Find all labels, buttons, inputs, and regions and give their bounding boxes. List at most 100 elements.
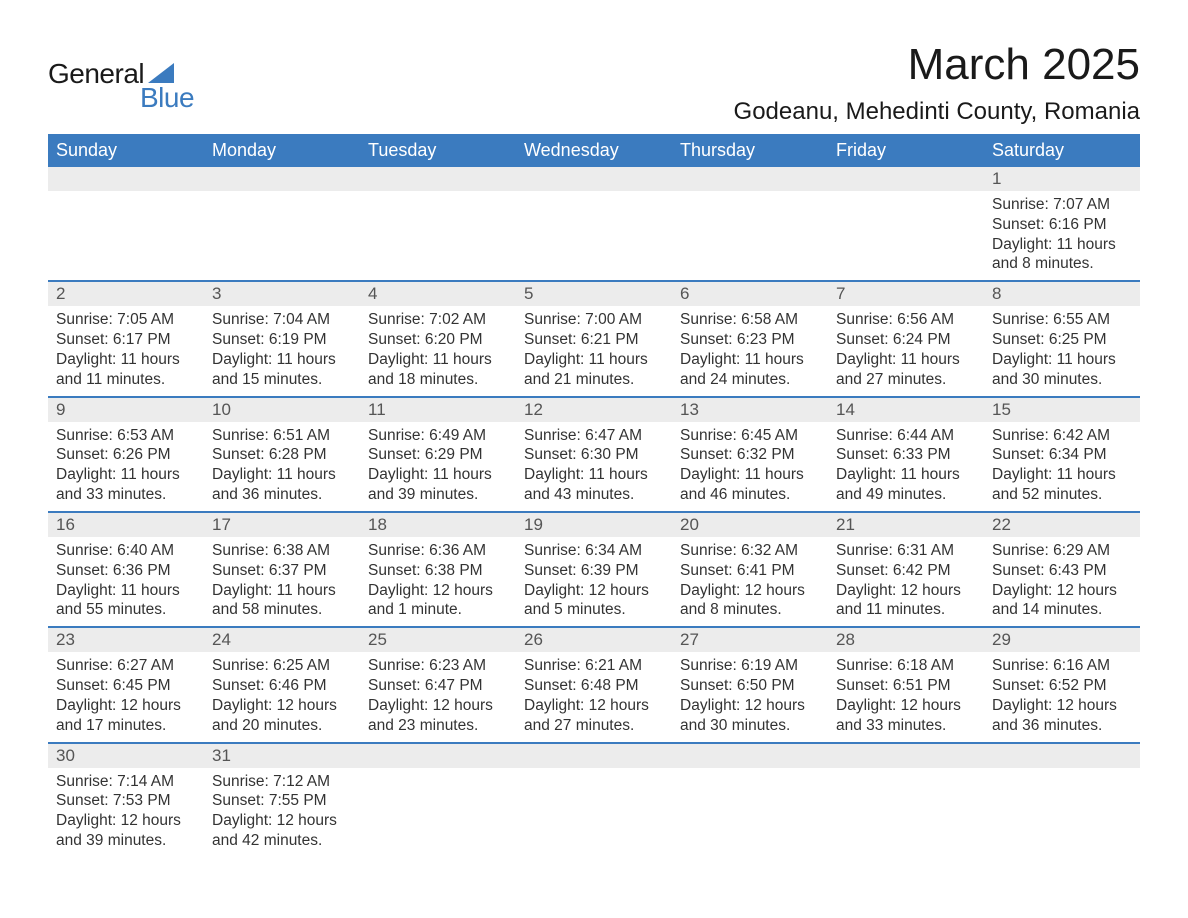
day-details: Sunrise: 7:12 AMSunset: 7:55 PMDaylight:… — [204, 768, 360, 857]
calendar-day-cell: 8Sunrise: 6:55 AMSunset: 6:25 PMDaylight… — [984, 281, 1140, 396]
day-details: Sunrise: 6:31 AMSunset: 6:42 PMDaylight:… — [828, 537, 984, 626]
day-number: 27 — [672, 628, 828, 652]
calendar-day-cell: 13Sunrise: 6:45 AMSunset: 6:32 PMDayligh… — [672, 397, 828, 512]
day-details: Sunrise: 7:04 AMSunset: 6:19 PMDaylight:… — [204, 306, 360, 395]
calendar-header-cell: Monday — [204, 134, 360, 167]
day-number — [828, 744, 984, 768]
day-number: 14 — [828, 398, 984, 422]
calendar-day-cell: 14Sunrise: 6:44 AMSunset: 6:33 PMDayligh… — [828, 397, 984, 512]
day-details — [672, 768, 828, 838]
calendar-day-cell: 1Sunrise: 7:07 AMSunset: 6:16 PMDaylight… — [984, 167, 1140, 281]
day-details: Sunrise: 6:56 AMSunset: 6:24 PMDaylight:… — [828, 306, 984, 395]
calendar-day-cell: 18Sunrise: 6:36 AMSunset: 6:38 PMDayligh… — [360, 512, 516, 627]
day-number — [204, 167, 360, 191]
day-details: Sunrise: 6:44 AMSunset: 6:33 PMDaylight:… — [828, 422, 984, 511]
day-details: Sunrise: 7:07 AMSunset: 6:16 PMDaylight:… — [984, 191, 1140, 280]
day-details: Sunrise: 6:51 AMSunset: 6:28 PMDaylight:… — [204, 422, 360, 511]
calendar-week-row: 9Sunrise: 6:53 AMSunset: 6:26 PMDaylight… — [48, 397, 1140, 512]
day-details — [984, 768, 1140, 838]
day-details: Sunrise: 6:49 AMSunset: 6:29 PMDaylight:… — [360, 422, 516, 511]
day-number: 22 — [984, 513, 1140, 537]
calendar-day-cell: 3Sunrise: 7:04 AMSunset: 6:19 PMDaylight… — [204, 281, 360, 396]
day-details: Sunrise: 7:02 AMSunset: 6:20 PMDaylight:… — [360, 306, 516, 395]
day-details: Sunrise: 6:34 AMSunset: 6:39 PMDaylight:… — [516, 537, 672, 626]
calendar-day-cell: 31Sunrise: 7:12 AMSunset: 7:55 PMDayligh… — [204, 743, 360, 857]
calendar-header-cell: Saturday — [984, 134, 1140, 167]
day-number: 26 — [516, 628, 672, 652]
day-number: 28 — [828, 628, 984, 652]
day-details: Sunrise: 6:32 AMSunset: 6:41 PMDaylight:… — [672, 537, 828, 626]
day-number: 5 — [516, 282, 672, 306]
calendar-day-cell: 7Sunrise: 6:56 AMSunset: 6:24 PMDaylight… — [828, 281, 984, 396]
logo-text-top: General — [48, 58, 144, 90]
day-details: Sunrise: 6:58 AMSunset: 6:23 PMDaylight:… — [672, 306, 828, 395]
calendar-day-cell: 24Sunrise: 6:25 AMSunset: 6:46 PMDayligh… — [204, 627, 360, 742]
calendar-week-row: 23Sunrise: 6:27 AMSunset: 6:45 PMDayligh… — [48, 627, 1140, 742]
day-number: 16 — [48, 513, 204, 537]
header: General Blue March 2025 Godeanu, Mehedin… — [48, 40, 1140, 126]
day-details — [828, 768, 984, 838]
calendar-day-cell: 16Sunrise: 6:40 AMSunset: 6:36 PMDayligh… — [48, 512, 204, 627]
day-number: 9 — [48, 398, 204, 422]
day-number: 11 — [360, 398, 516, 422]
day-details: Sunrise: 6:25 AMSunset: 6:46 PMDaylight:… — [204, 652, 360, 741]
logo-text-bottom: Blue — [140, 82, 194, 114]
calendar-header-row: SundayMondayTuesdayWednesdayThursdayFrid… — [48, 134, 1140, 167]
day-number — [828, 167, 984, 191]
day-details: Sunrise: 6:40 AMSunset: 6:36 PMDaylight:… — [48, 537, 204, 626]
day-details: Sunrise: 6:19 AMSunset: 6:50 PMDaylight:… — [672, 652, 828, 741]
calendar-day-cell: 9Sunrise: 6:53 AMSunset: 6:26 PMDaylight… — [48, 397, 204, 512]
day-number: 3 — [204, 282, 360, 306]
day-details — [204, 191, 360, 261]
calendar-day-cell — [360, 167, 516, 281]
calendar-day-cell — [204, 167, 360, 281]
calendar-day-cell: 29Sunrise: 6:16 AMSunset: 6:52 PMDayligh… — [984, 627, 1140, 742]
calendar-day-cell: 20Sunrise: 6:32 AMSunset: 6:41 PMDayligh… — [672, 512, 828, 627]
day-details: Sunrise: 6:53 AMSunset: 6:26 PMDaylight:… — [48, 422, 204, 511]
calendar-day-cell — [516, 167, 672, 281]
calendar-day-cell: 4Sunrise: 7:02 AMSunset: 6:20 PMDaylight… — [360, 281, 516, 396]
calendar-day-cell: 19Sunrise: 6:34 AMSunset: 6:39 PMDayligh… — [516, 512, 672, 627]
day-number: 21 — [828, 513, 984, 537]
calendar-header-cell: Tuesday — [360, 134, 516, 167]
day-details: Sunrise: 6:27 AMSunset: 6:45 PMDaylight:… — [48, 652, 204, 741]
calendar-day-cell — [984, 743, 1140, 857]
calendar-table: SundayMondayTuesdayWednesdayThursdayFrid… — [48, 134, 1140, 857]
calendar-day-cell: 26Sunrise: 6:21 AMSunset: 6:48 PMDayligh… — [516, 627, 672, 742]
day-details — [828, 191, 984, 261]
month-title: March 2025 — [734, 40, 1140, 90]
location: Godeanu, Mehedinti County, Romania — [734, 98, 1140, 126]
day-details: Sunrise: 6:45 AMSunset: 6:32 PMDaylight:… — [672, 422, 828, 511]
day-details: Sunrise: 6:38 AMSunset: 6:37 PMDaylight:… — [204, 537, 360, 626]
day-details: Sunrise: 6:18 AMSunset: 6:51 PMDaylight:… — [828, 652, 984, 741]
calendar-day-cell: 30Sunrise: 7:14 AMSunset: 7:53 PMDayligh… — [48, 743, 204, 857]
calendar-day-cell: 2Sunrise: 7:05 AMSunset: 6:17 PMDaylight… — [48, 281, 204, 396]
day-details: Sunrise: 6:36 AMSunset: 6:38 PMDaylight:… — [360, 537, 516, 626]
day-number: 20 — [672, 513, 828, 537]
calendar-day-cell: 23Sunrise: 6:27 AMSunset: 6:45 PMDayligh… — [48, 627, 204, 742]
day-details — [672, 191, 828, 261]
calendar-day-cell: 15Sunrise: 6:42 AMSunset: 6:34 PMDayligh… — [984, 397, 1140, 512]
day-number: 7 — [828, 282, 984, 306]
day-details: Sunrise: 6:23 AMSunset: 6:47 PMDaylight:… — [360, 652, 516, 741]
calendar-day-cell — [48, 167, 204, 281]
day-number — [360, 167, 516, 191]
calendar-week-row: 30Sunrise: 7:14 AMSunset: 7:53 PMDayligh… — [48, 743, 1140, 857]
day-number — [984, 744, 1140, 768]
calendar-day-cell — [672, 167, 828, 281]
calendar-day-cell — [828, 167, 984, 281]
calendar-header-cell: Wednesday — [516, 134, 672, 167]
day-number — [672, 744, 828, 768]
day-details: Sunrise: 6:55 AMSunset: 6:25 PMDaylight:… — [984, 306, 1140, 395]
calendar-day-cell: 21Sunrise: 6:31 AMSunset: 6:42 PMDayligh… — [828, 512, 984, 627]
day-details — [48, 191, 204, 261]
day-details — [516, 191, 672, 261]
day-number: 13 — [672, 398, 828, 422]
day-number: 19 — [516, 513, 672, 537]
day-details — [516, 768, 672, 838]
calendar-day-cell: 12Sunrise: 6:47 AMSunset: 6:30 PMDayligh… — [516, 397, 672, 512]
day-number: 2 — [48, 282, 204, 306]
day-number: 4 — [360, 282, 516, 306]
day-number: 18 — [360, 513, 516, 537]
day-number: 6 — [672, 282, 828, 306]
